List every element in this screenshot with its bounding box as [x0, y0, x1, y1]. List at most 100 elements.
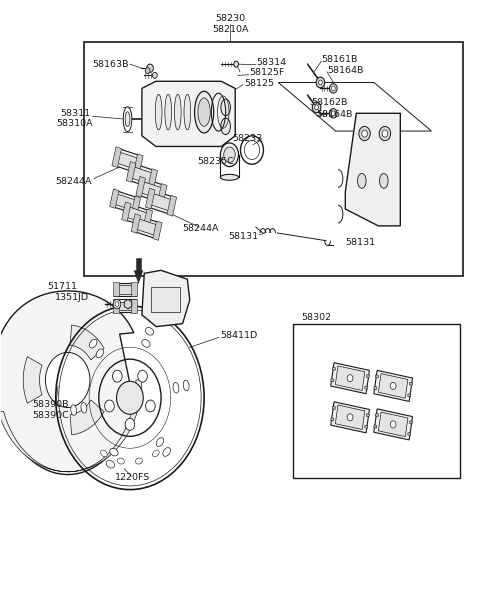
Polygon shape — [133, 154, 143, 175]
Polygon shape — [131, 214, 141, 233]
Ellipse shape — [183, 380, 189, 391]
Circle shape — [362, 130, 367, 137]
Ellipse shape — [89, 339, 97, 348]
Circle shape — [347, 414, 353, 421]
Polygon shape — [331, 402, 370, 433]
Polygon shape — [374, 425, 377, 428]
Polygon shape — [23, 356, 42, 403]
Polygon shape — [113, 148, 142, 173]
Circle shape — [359, 127, 370, 141]
Ellipse shape — [220, 174, 239, 180]
Ellipse shape — [117, 458, 124, 464]
Polygon shape — [378, 412, 408, 437]
Polygon shape — [112, 147, 121, 168]
Polygon shape — [336, 366, 365, 390]
Bar — [293, 324, 460, 478]
Circle shape — [315, 105, 319, 110]
Polygon shape — [140, 181, 164, 200]
Ellipse shape — [198, 98, 210, 127]
Ellipse shape — [184, 94, 191, 130]
Polygon shape — [137, 178, 166, 203]
Circle shape — [145, 400, 155, 412]
Polygon shape — [332, 406, 336, 409]
Ellipse shape — [174, 94, 181, 130]
Polygon shape — [374, 386, 377, 390]
Polygon shape — [113, 282, 119, 296]
Ellipse shape — [101, 450, 108, 457]
Text: 58311: 58311 — [60, 109, 90, 118]
Polygon shape — [409, 382, 412, 386]
Text: 58244A: 58244A — [182, 225, 219, 233]
Text: 1351JD: 1351JD — [54, 292, 89, 302]
Polygon shape — [114, 283, 136, 296]
Ellipse shape — [156, 438, 164, 447]
Circle shape — [147, 64, 154, 72]
Polygon shape — [132, 282, 137, 296]
Circle shape — [125, 418, 135, 430]
Circle shape — [115, 302, 119, 307]
Polygon shape — [149, 193, 173, 211]
Text: 58161B: 58161B — [322, 55, 358, 65]
Text: 58314: 58314 — [257, 58, 287, 67]
Circle shape — [382, 130, 388, 137]
Polygon shape — [374, 371, 412, 402]
Polygon shape — [331, 418, 334, 421]
Circle shape — [112, 370, 122, 382]
Polygon shape — [408, 394, 411, 397]
Polygon shape — [366, 375, 370, 378]
Ellipse shape — [173, 383, 179, 393]
Ellipse shape — [221, 99, 230, 116]
Polygon shape — [143, 209, 153, 229]
Polygon shape — [365, 425, 368, 428]
Polygon shape — [127, 163, 156, 188]
Text: 1220FS: 1220FS — [115, 473, 150, 482]
Polygon shape — [157, 184, 167, 204]
Polygon shape — [116, 302, 134, 310]
Text: 58164B: 58164B — [317, 110, 353, 119]
Polygon shape — [114, 299, 136, 312]
Circle shape — [316, 77, 324, 88]
Ellipse shape — [125, 112, 130, 127]
Polygon shape — [0, 291, 135, 475]
Circle shape — [331, 86, 335, 91]
Polygon shape — [145, 188, 155, 209]
Text: 51711: 51711 — [47, 282, 77, 291]
Circle shape — [105, 400, 114, 412]
Ellipse shape — [71, 405, 77, 415]
Circle shape — [138, 370, 147, 382]
Polygon shape — [374, 409, 412, 440]
Circle shape — [319, 80, 323, 85]
Circle shape — [390, 421, 396, 428]
Text: 58390C: 58390C — [32, 411, 69, 420]
Polygon shape — [134, 270, 144, 284]
Circle shape — [329, 84, 337, 93]
Polygon shape — [131, 196, 141, 216]
Polygon shape — [331, 378, 334, 382]
Polygon shape — [332, 367, 336, 370]
Polygon shape — [153, 221, 162, 241]
Polygon shape — [113, 194, 137, 211]
Text: 58210A: 58210A — [212, 24, 249, 34]
Polygon shape — [148, 169, 157, 189]
Circle shape — [312, 102, 321, 113]
Text: 58162B: 58162B — [311, 98, 347, 107]
Ellipse shape — [110, 448, 118, 456]
Polygon shape — [336, 405, 365, 429]
Polygon shape — [136, 176, 145, 197]
Ellipse shape — [165, 94, 171, 130]
Text: 58131: 58131 — [345, 238, 375, 247]
Polygon shape — [167, 195, 177, 216]
Text: 58310A: 58310A — [57, 119, 93, 128]
Circle shape — [331, 111, 335, 116]
Polygon shape — [70, 325, 104, 360]
Polygon shape — [111, 190, 140, 214]
Ellipse shape — [142, 340, 150, 347]
Text: 58125F: 58125F — [250, 68, 285, 77]
Circle shape — [234, 61, 239, 67]
Circle shape — [153, 72, 157, 78]
Polygon shape — [375, 375, 379, 378]
Polygon shape — [0, 380, 142, 472]
Ellipse shape — [380, 173, 388, 188]
Text: 58131: 58131 — [228, 232, 258, 241]
Polygon shape — [366, 413, 370, 417]
